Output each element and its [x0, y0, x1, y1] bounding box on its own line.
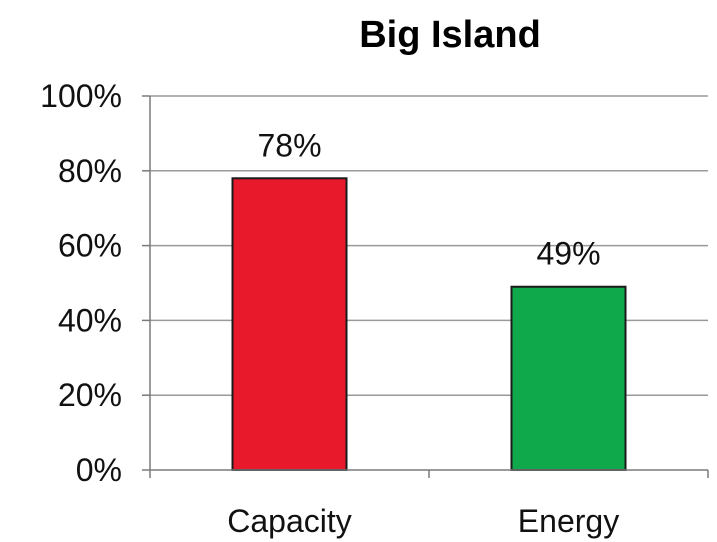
- x-category-label-energy: Energy: [518, 503, 619, 539]
- bars: [231, 177, 627, 471]
- bar-energy: [510, 285, 627, 471]
- y-tick-label: 40%: [58, 302, 122, 338]
- y-tick-label: 80%: [58, 153, 122, 189]
- y-axis-ticks: 0% 20% 40% 60% 80% 100%: [40, 78, 122, 488]
- bar-capacity: [231, 177, 348, 471]
- data-label-capacity: 78%: [257, 127, 321, 163]
- x-axis-categories: Capacity Energy: [227, 503, 619, 539]
- x-category-label-capacity: Capacity: [227, 503, 352, 539]
- y-tick-label: 0%: [76, 452, 122, 488]
- data-labels: 78% 49%: [257, 127, 600, 271]
- chart-title: Big Island: [359, 14, 541, 56]
- y-tick-label: 100%: [40, 78, 122, 114]
- data-label-energy: 49%: [536, 236, 600, 272]
- axes: [149, 96, 709, 478]
- y-tick-label: 20%: [58, 377, 122, 413]
- y-tick-label: 60%: [58, 228, 122, 264]
